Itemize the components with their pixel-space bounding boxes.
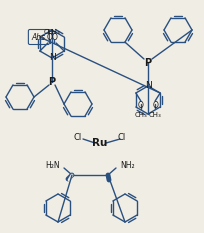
Text: NH₂: NH₂ [120,161,135,171]
Text: O: O [51,34,57,42]
Text: N: N [145,82,151,90]
Text: O: O [138,102,144,110]
Text: O: O [47,34,53,42]
Text: Cl: Cl [74,134,82,143]
Text: CH₃: CH₃ [48,29,61,35]
Text: P: P [144,58,152,68]
Text: N: N [49,54,55,62]
Text: Cl: Cl [118,134,126,143]
Text: O: O [152,102,158,110]
Text: CH₃: CH₃ [134,112,147,118]
Text: P: P [48,77,55,87]
Text: CH₃: CH₃ [149,112,162,118]
Text: H₂N: H₂N [45,161,60,171]
Text: Ru: Ru [92,138,108,148]
Text: Abs: Abs [32,32,46,41]
Text: CH₃: CH₃ [43,29,56,35]
FancyBboxPatch shape [28,30,49,45]
